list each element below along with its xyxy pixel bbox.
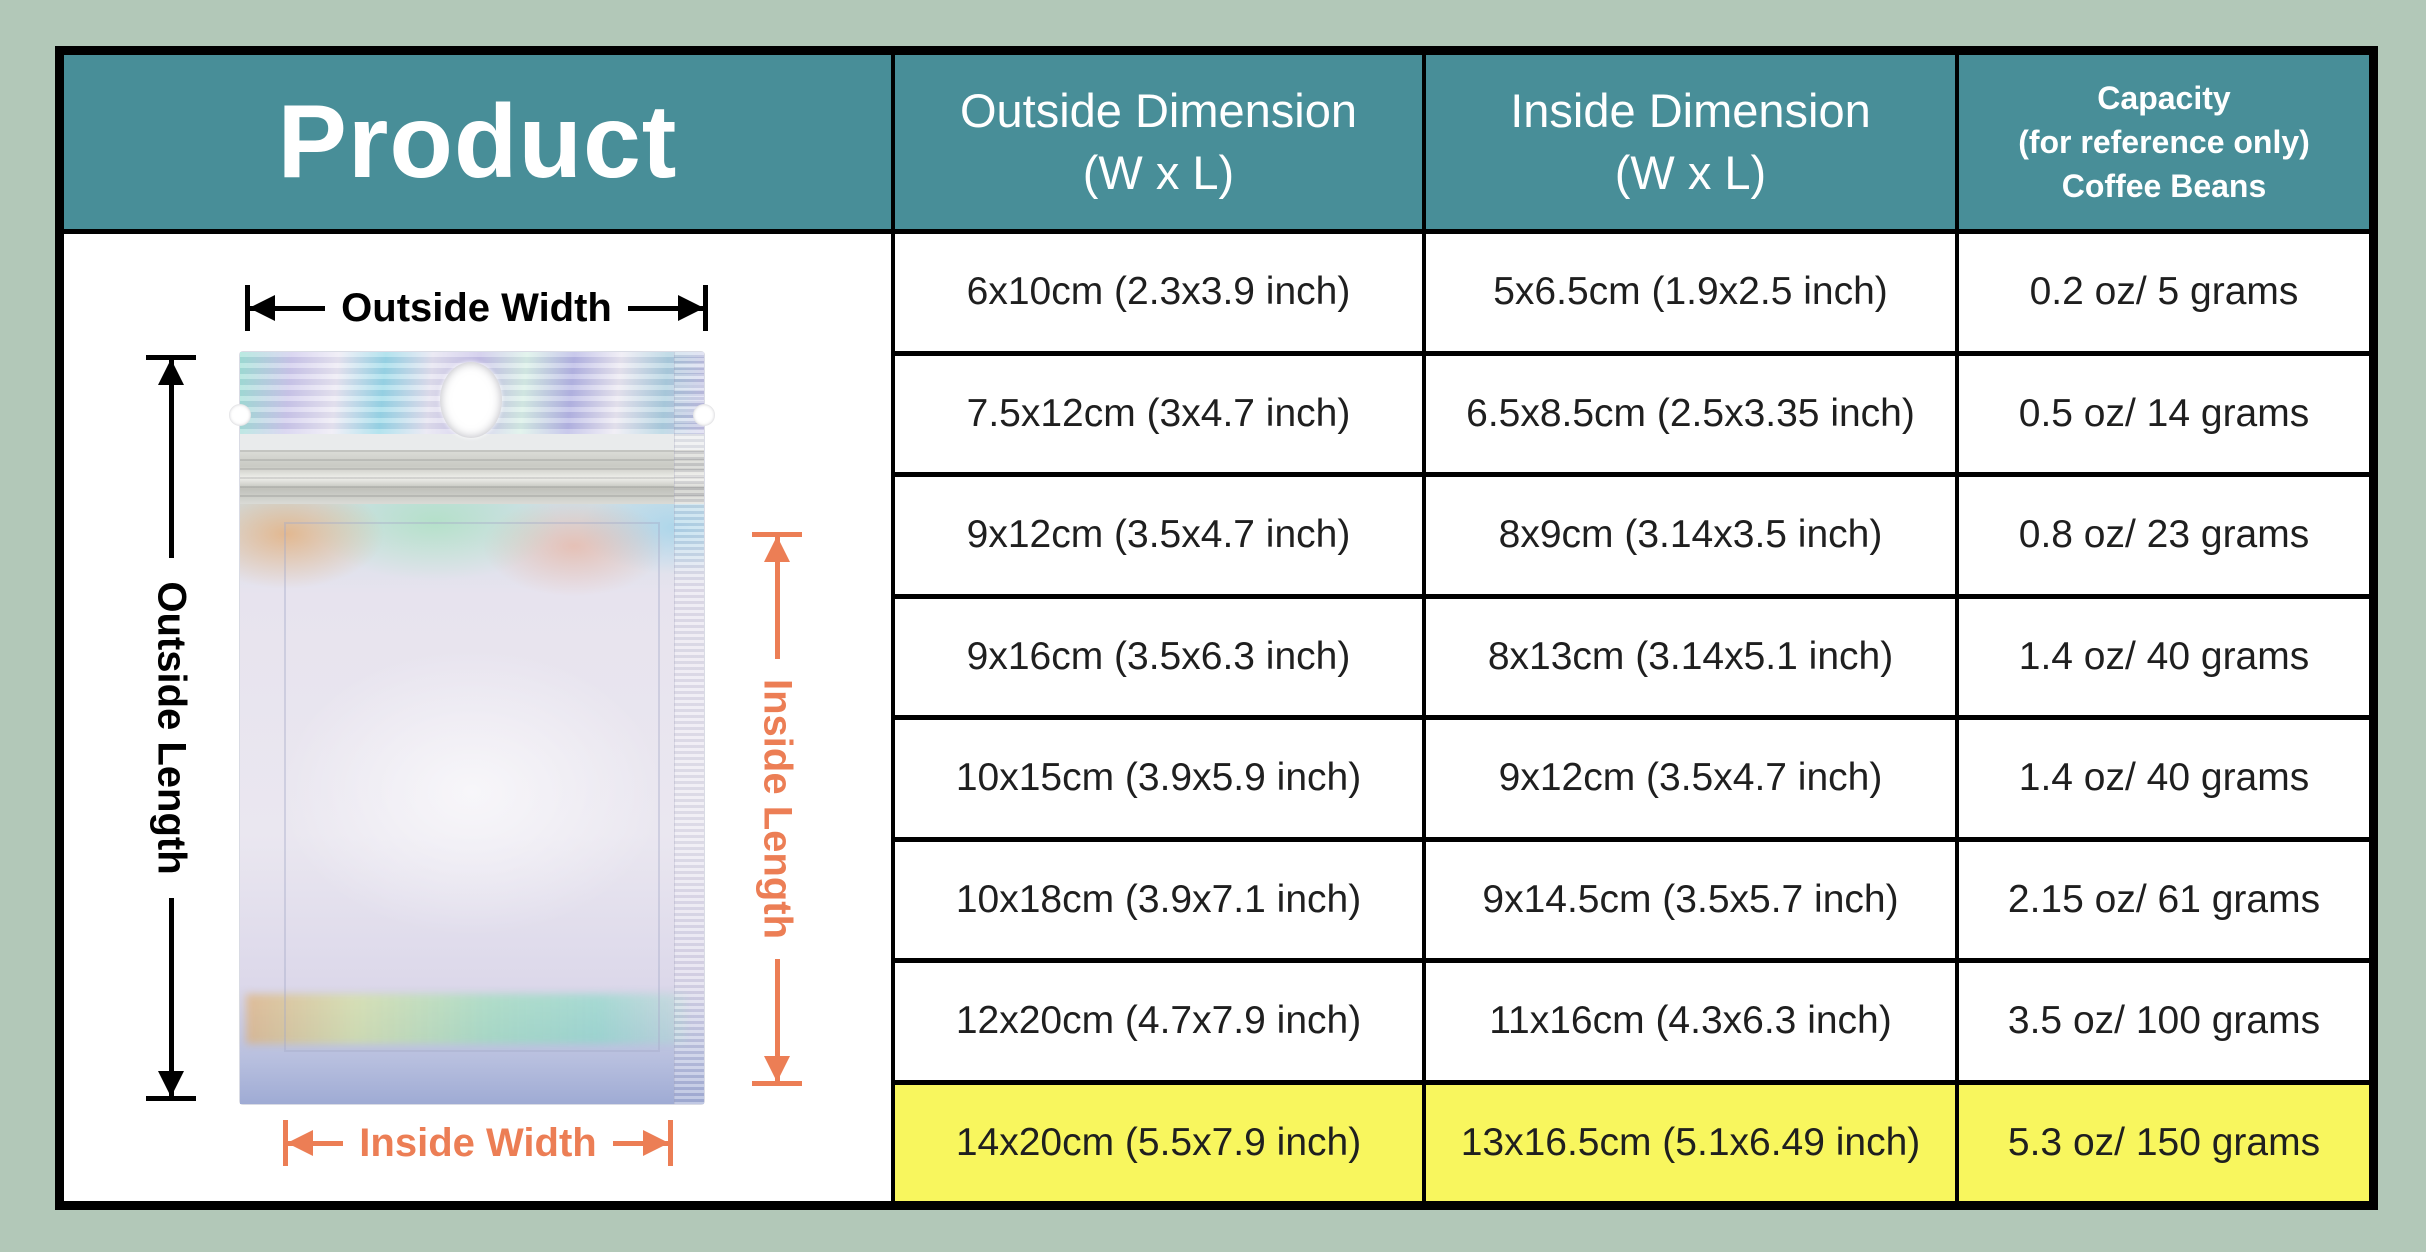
outside-width-dimension-line: Outside Width (245, 285, 709, 331)
bag-body (240, 504, 704, 1104)
outside-length-label: Outside Length (149, 581, 194, 875)
table-cell: 0.2 oz/ 5 grams (1959, 234, 2369, 351)
bag-zipper-seal (240, 450, 704, 504)
table-cell: 6.5x8.5cm (2.5x3.35 inch) (1426, 355, 1955, 472)
table-cell: 6x10cm (2.3x3.9 inch) (895, 234, 1422, 351)
size-table-grid: Product Outside Dimension (W x L) Inside… (64, 55, 2369, 1201)
bag-tear-notch-left (229, 404, 251, 426)
header-inside-dimension-line1: Inside Dimension (1510, 83, 1871, 137)
dimension-end-bar (703, 285, 709, 331)
arrow-down-icon (774, 959, 780, 1081)
arrow-down-icon (168, 898, 174, 1096)
header-capacity-line2: (for reference only) (2018, 123, 2310, 160)
dimension-end-bar (752, 1081, 802, 1086)
inside-width-dimension-line: Inside Width (283, 1120, 673, 1166)
header-outside-dimension-line1: Outside Dimension (959, 83, 1358, 137)
dimension-end-bar (752, 532, 802, 537)
table-cell: 9x16cm (3.5x6.3 inch) (895, 598, 1422, 715)
bag-hang-hole (440, 362, 502, 438)
size-table: Product Outside Dimension (W x L) Inside… (55, 46, 2378, 1210)
header-outside-dimension: Outside Dimension (W x L) (895, 55, 1422, 229)
table-cell: 9x12cm (3.5x4.7 inch) (895, 477, 1422, 594)
dimension-end-bar (283, 1120, 288, 1166)
arrow-left-icon (288, 1140, 344, 1146)
dimension-end-bar (146, 1096, 196, 1101)
table-cell-highlighted: 5.3 oz/ 150 grams (1959, 1084, 2369, 1201)
table-cell: 2.15 oz/ 61 grams (1959, 841, 2369, 958)
table-cell: 0.8 oz/ 23 grams (1959, 477, 2369, 594)
bag-top-seal (240, 434, 704, 450)
table-cell: 3.5 oz/ 100 grams (1959, 963, 2369, 1080)
outside-width-label: Outside Width (341, 285, 612, 330)
table-cell: 10x15cm (3.9x5.9 inch) (895, 720, 1422, 837)
table-cell: 9x14.5cm (3.5x5.7 inch) (1426, 841, 1955, 958)
header-capacity-line1: Capacity (2097, 79, 2231, 116)
header-capacity: Capacity (for reference only) Coffee Bea… (1959, 55, 2369, 229)
bag-inner-seal-outline (284, 522, 660, 1052)
dimension-end-bar (245, 285, 250, 331)
arrow-right-icon (612, 1140, 668, 1146)
table-cell: 1.4 oz/ 40 grams (1959, 720, 2369, 837)
dimension-end-bar (146, 355, 196, 360)
inside-length-label: Inside Length (755, 679, 800, 939)
bag-right-crimp-seal (674, 352, 704, 1104)
outside-length-label-box: Outside Length (146, 558, 196, 898)
header-product: Product (64, 55, 891, 229)
arrow-up-icon (774, 537, 780, 659)
table-cell: 7.5x12cm (3x4.7 inch) (895, 355, 1422, 472)
product-bag-image (229, 352, 715, 1104)
table-cell: 11x16cm (4.3x6.3 inch) (1426, 963, 1955, 1080)
table-cell-highlighted: 14x20cm (5.5x7.9 inch) (895, 1084, 1422, 1201)
table-cell: 8x13cm (3.14x5.1 inch) (1426, 598, 1955, 715)
product-title: Product (277, 83, 678, 200)
arrow-up-icon (168, 360, 174, 558)
dimension-end-bar (668, 1120, 673, 1166)
table-cell: 1.4 oz/ 40 grams (1959, 598, 2369, 715)
table-cell: 10x18cm (3.9x7.1 inch) (895, 841, 1422, 958)
header-inside-dimension: Inside Dimension (W x L) (1426, 55, 1955, 229)
outside-length-dimension-line: Outside Length (146, 355, 196, 1101)
inside-length-dimension-line: Inside Length (752, 532, 802, 1086)
header-outside-dimension-line2: (W x L) (1082, 146, 1235, 199)
product-illustration-panel: Outside Width Outside Length (64, 234, 891, 1201)
table-cell: 0.5 oz/ 14 grams (1959, 355, 2369, 472)
inside-width-label: Inside Width (359, 1120, 597, 1165)
header-inside-dimension-line2: (W x L) (1614, 146, 1767, 199)
bag-tear-notch-right (693, 404, 715, 426)
table-cell: 12x20cm (4.7x7.9 inch) (895, 963, 1422, 1080)
table-cell-highlighted: 13x16.5cm (5.1x6.49 inch) (1426, 1084, 1955, 1201)
table-cell: 8x9cm (3.14x3.5 inch) (1426, 477, 1955, 594)
table-cell: 9x12cm (3.5x4.7 inch) (1426, 720, 1955, 837)
table-cell: 5x6.5cm (1.9x2.5 inch) (1426, 234, 1955, 351)
arrow-right-icon (627, 305, 704, 311)
bag-iridescent-streak (246, 994, 686, 1044)
header-capacity-line3: Coffee Beans (2061, 168, 2267, 205)
arrow-left-icon (250, 305, 326, 311)
inside-length-label-box: Inside Length (752, 659, 802, 959)
